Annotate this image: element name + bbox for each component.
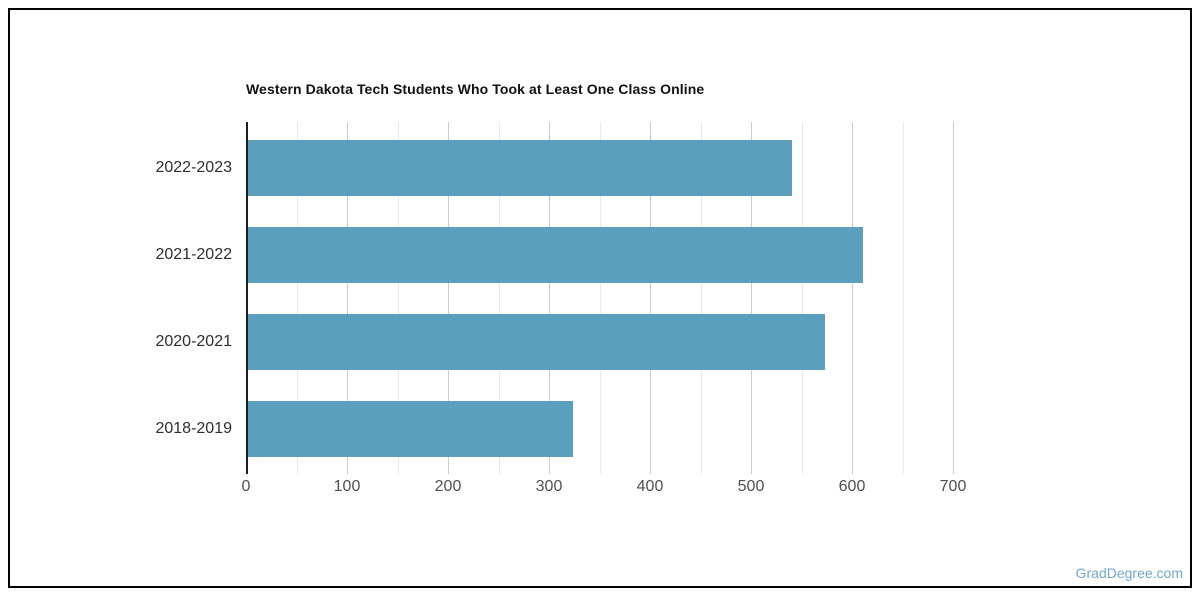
x-tick-label-0: 0 — [241, 478, 251, 495]
minor-gridline-250 — [498, 122, 500, 474]
watermark-link[interactable]: GradDegree.com — [1075, 565, 1183, 581]
major-gridline-200 — [448, 122, 449, 474]
minor-gridline-150 — [397, 122, 399, 474]
major-gridline-500 — [751, 122, 752, 474]
x-tick-label-200: 200 — [434, 478, 462, 495]
chart-title: Western Dakota Tech Students Who Took at… — [246, 81, 705, 97]
chart-bar-2022-2023[interactable] — [248, 139, 793, 196]
x-tick-label-300: 300 — [535, 478, 563, 495]
chart-bar-2020-2021[interactable] — [248, 313, 825, 370]
category-label-2022-2023: 2022-2023 — [155, 158, 232, 176]
major-gridline-400 — [650, 122, 651, 474]
category-label-2021-2022: 2021-2022 — [155, 245, 232, 263]
x-tick-label-100: 100 — [333, 478, 361, 495]
major-gridline-600 — [852, 122, 853, 474]
category-label-2020-2021: 2020-2021 — [155, 332, 232, 350]
major-gridline-100 — [347, 122, 348, 474]
major-gridline-300 — [549, 122, 550, 474]
minor-gridline-550 — [801, 122, 803, 474]
minor-gridline-650 — [902, 122, 904, 474]
chart-bar-2021-2022[interactable] — [248, 226, 864, 283]
x-tick-label-600: 600 — [838, 478, 866, 495]
y-axis-line — [246, 122, 248, 474]
minor-gridline-350 — [599, 122, 601, 474]
category-label-2018-2019: 2018-2019 — [155, 419, 232, 437]
x-tick-label-400: 400 — [636, 478, 664, 495]
minor-gridline-50 — [296, 122, 298, 474]
minor-gridline-450 — [700, 122, 702, 474]
x-tick-label-700: 700 — [939, 478, 967, 495]
chart-bar-2018-2019[interactable] — [248, 400, 574, 457]
major-gridline-700 — [953, 122, 954, 474]
x-tick-label-500: 500 — [737, 478, 765, 495]
